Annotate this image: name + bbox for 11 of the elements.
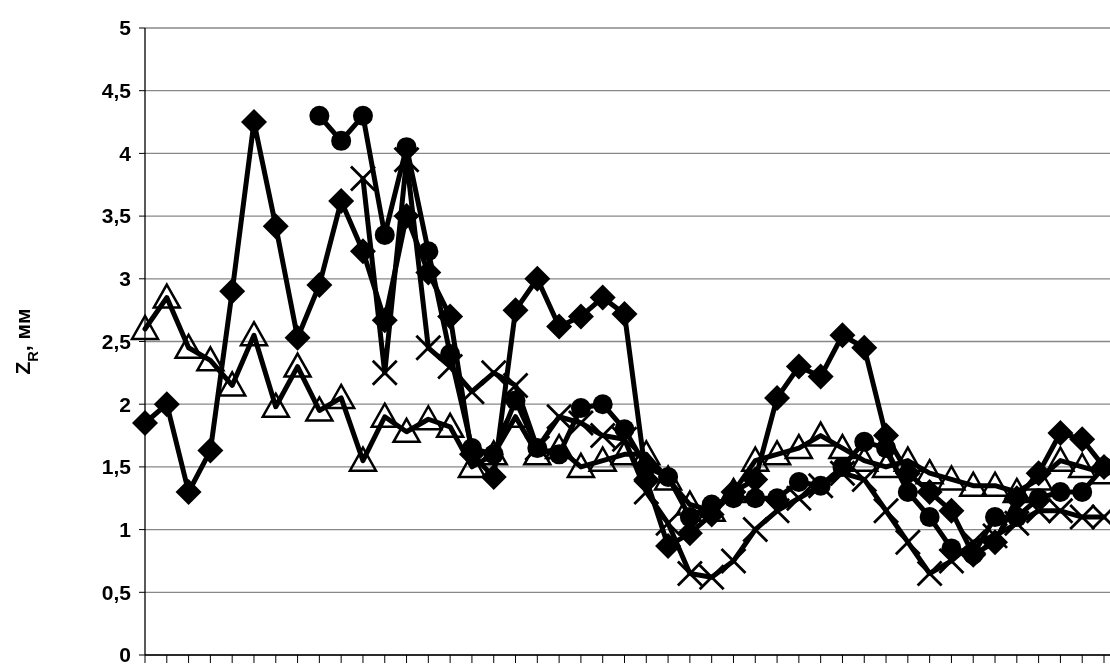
y-tick-label: 0 <box>119 643 131 667</box>
y-tick-label: 3,5 <box>101 204 132 228</box>
y-tick-label: 1,5 <box>101 455 132 479</box>
y-tick-label: 4 <box>119 141 132 165</box>
y-tick-label: 5 <box>119 16 132 40</box>
y-tick-label: 2,5 <box>101 329 132 353</box>
y-tick-label: 2 <box>119 392 131 416</box>
y-tick-label: 0,5 <box>101 580 132 604</box>
y-tick-label: 1 <box>119 517 132 541</box>
y-tick-label: 3 <box>119 267 131 291</box>
y-tick-label: 4,5 <box>101 79 132 103</box>
